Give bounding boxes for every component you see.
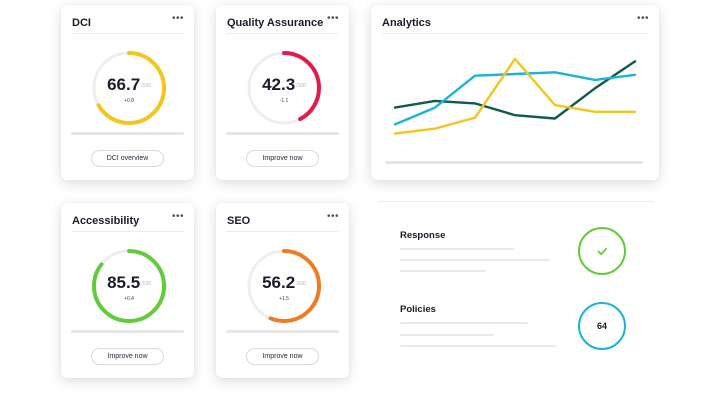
divider — [381, 33, 649, 34]
score-gauge: 66.7/100 +0.8 — [89, 48, 169, 128]
card-title: Analytics — [382, 17, 431, 29]
score-delta: -1.1 — [279, 98, 289, 104]
analytics-card: Analytics ••• — [371, 5, 659, 180]
score-max: /100 — [296, 280, 306, 287]
gauge-ring — [92, 249, 166, 323]
progress-track — [226, 132, 339, 135]
policies-title: Policies — [400, 304, 436, 315]
card-title: Quality Assurance — [227, 17, 324, 29]
score-value: 66.7/100 — [107, 75, 151, 94]
progress-track — [71, 330, 184, 333]
gauge-arc — [247, 249, 321, 323]
dci-card: DCI ••• 66.7/100 +0.8 DCI overview — [61, 5, 194, 180]
text-placeholder — [400, 248, 514, 250]
card-title: DCI — [72, 17, 91, 29]
score-delta: +0.8 — [124, 98, 134, 104]
improve-now-button[interactable]: Improve now — [91, 348, 164, 365]
score-value: 42.3/100 — [262, 75, 306, 94]
checkmark-icon — [597, 247, 608, 256]
policies-value: 64 — [596, 321, 607, 331]
score-gauge: 56.2/100 +1.5 — [244, 246, 324, 326]
card-title: SEO — [227, 215, 251, 227]
card-title: Accessibility — [72, 215, 140, 227]
text-placeholder — [400, 334, 494, 336]
gauge-arc — [247, 51, 321, 125]
response-title: Response — [400, 230, 446, 241]
divider — [71, 33, 184, 34]
gauge-arc — [92, 249, 166, 323]
gauge-ring — [92, 51, 166, 125]
text-placeholder — [400, 270, 486, 272]
score-gauge: 42.3/100 -1.1 — [244, 48, 324, 128]
divider — [226, 231, 339, 232]
more-options-icon[interactable]: ••• — [171, 13, 184, 24]
analytics-chart — [393, 57, 637, 135]
divider — [226, 33, 339, 34]
series-line-1 — [393, 60, 637, 120]
response-status — [578, 227, 626, 275]
gauge-ring — [247, 249, 321, 323]
series-line-2 — [393, 71, 637, 126]
gauge-arc — [92, 51, 166, 125]
score-max: /100 — [141, 82, 151, 89]
progress-track — [226, 330, 339, 333]
score-delta: +1.5 — [279, 296, 289, 302]
score-value: 56.2/100 — [262, 273, 306, 292]
more-options-icon[interactable]: ••• — [326, 13, 339, 24]
more-options-icon[interactable]: ••• — [636, 13, 649, 24]
score-delta: +0.4 — [124, 296, 134, 302]
improve-now-button[interactable]: Improve now — [246, 348, 319, 365]
score-max: /100 — [141, 280, 151, 287]
text-placeholder — [400, 259, 550, 261]
score-value: 85.5/100 — [107, 273, 151, 292]
panel-divider — [378, 201, 654, 202]
policies-status: 64 — [578, 302, 626, 350]
quality-assurance-card: Quality Assurance ••• 42.3/100 -1.1 Impr… — [216, 5, 349, 180]
divider — [71, 231, 184, 232]
more-options-icon[interactable]: ••• — [326, 211, 339, 222]
text-placeholder — [400, 345, 556, 347]
gauge-ring — [247, 51, 321, 125]
progress-track — [71, 132, 184, 135]
seo-card: SEO ••• 56.2/100 +1.5 Improve now — [216, 203, 349, 378]
dci-overview-button[interactable]: DCI overview — [91, 150, 164, 167]
series-line-3 — [393, 57, 637, 135]
more-options-icon[interactable]: ••• — [171, 211, 184, 222]
improve-now-button[interactable]: Improve now — [246, 150, 319, 167]
text-placeholder — [400, 322, 528, 324]
chart-baseline — [385, 161, 643, 164]
accessibility-card: Accessibility ••• 85.5/100 +0.4 Improve … — [61, 203, 194, 378]
score-gauge: 85.5/100 +0.4 — [89, 246, 169, 326]
score-max: /100 — [296, 82, 306, 89]
